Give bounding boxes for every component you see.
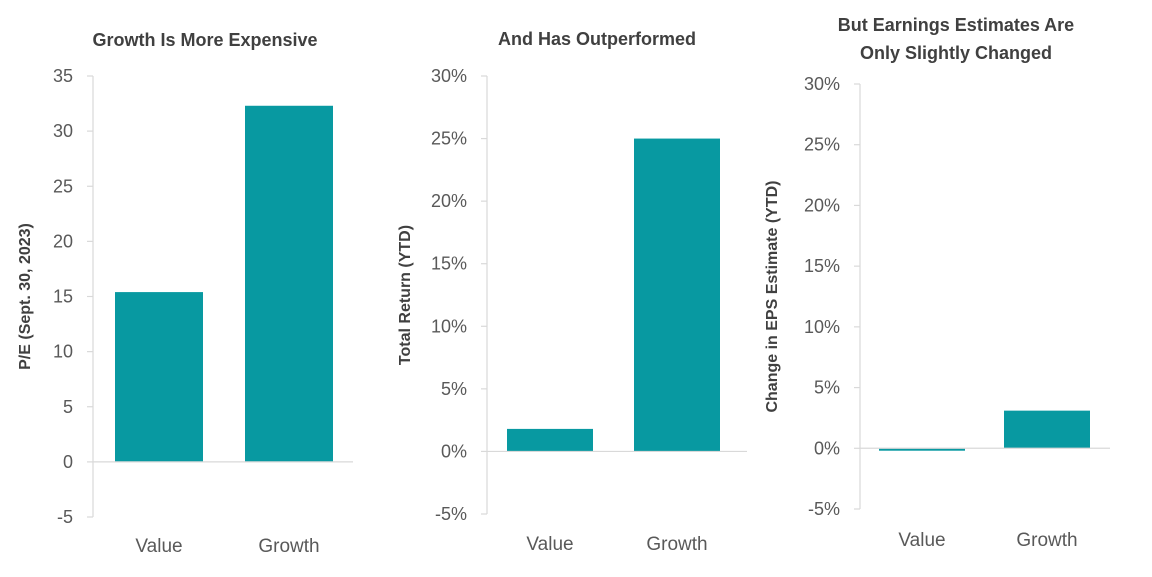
y-axis-label: Total Return (YTD) <box>397 225 414 365</box>
chart-title-line: But Earnings Estimates Are <box>838 15 1074 35</box>
y-axis-label: Change in EPS Estimate (YTD) <box>764 180 781 412</box>
y-tick-label: 30 <box>53 121 73 141</box>
chart-title-line: Growth Is More Expensive <box>92 30 317 50</box>
bar-value <box>507 428 593 452</box>
y-tick-label: 10% <box>431 316 467 336</box>
y-tick-label: 15 <box>53 287 73 307</box>
chart-eps-estimate-change: But Earnings Estimates Are Only Slightly … <box>764 15 1110 551</box>
y-tick-label: 10% <box>804 317 840 337</box>
y-tick-label: 25% <box>431 129 467 149</box>
y-tick-label: 20% <box>804 195 840 215</box>
chart-title-line: And Has Outperformed <box>498 29 696 49</box>
y-tick-label: 20% <box>431 191 467 211</box>
bar-growth <box>1004 410 1090 449</box>
x-category-label: Value <box>526 534 573 555</box>
y-tick-label: 0% <box>814 438 840 458</box>
x-category-label: Growth <box>1016 530 1077 551</box>
y-tick-label: -5 <box>57 507 73 527</box>
bar-value <box>879 448 965 451</box>
y-tick-label: -5% <box>435 504 467 524</box>
y-tick-label: 15% <box>804 256 840 276</box>
x-category-label: Growth <box>646 534 707 555</box>
y-tick-label: 25 <box>53 176 73 196</box>
bar-growth <box>245 105 333 462</box>
y-tick-label: 30% <box>431 66 467 86</box>
x-category-label: Value <box>898 530 945 551</box>
y-tick-label: 25% <box>804 135 840 155</box>
y-tick-label: 0 <box>63 452 73 472</box>
y-tick-label: 5 <box>63 397 73 417</box>
bar-value <box>115 292 203 462</box>
y-tick-label: 35 <box>53 66 73 86</box>
y-tick-label: -5% <box>808 499 840 519</box>
y-tick-label: 5% <box>441 379 467 399</box>
chart-total-return: And Has Outperformed Total Return (YTD) -5… <box>397 29 747 555</box>
y-axis-label: P/E (Sept. 30, 2023) <box>17 223 34 370</box>
chart-pe-ratio: Growth Is More Expensive P/E (Sept. 30, 2… <box>17 30 353 557</box>
x-category-label: Value <box>135 536 182 557</box>
y-tick-label: 15% <box>431 254 467 274</box>
bar-growth <box>634 138 720 452</box>
chart-title-line: Only Slightly Changed <box>860 43 1052 63</box>
x-category-label: Growth <box>258 536 319 557</box>
y-tick-label: 30% <box>804 74 840 94</box>
y-tick-label: 5% <box>814 378 840 398</box>
y-tick-label: 10 <box>53 342 73 362</box>
y-tick-label: 20 <box>53 231 73 251</box>
y-tick-label: 0% <box>441 441 467 461</box>
